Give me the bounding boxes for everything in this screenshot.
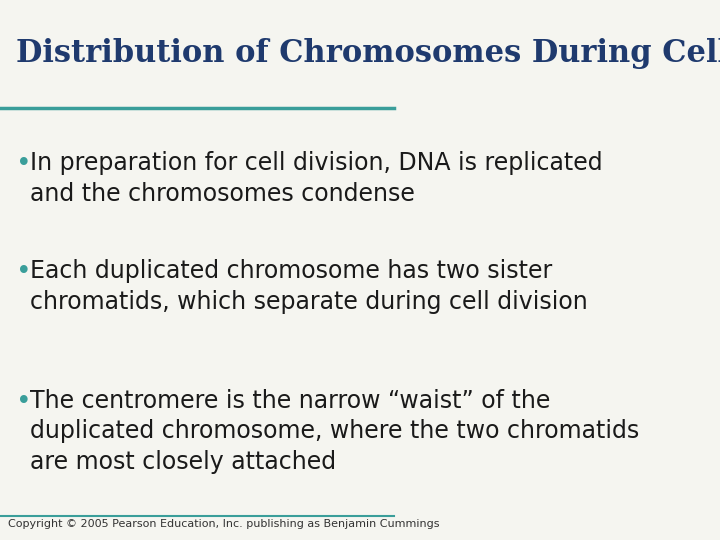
Text: •: • bbox=[16, 151, 32, 177]
Text: The centromere is the narrow “waist” of the
duplicated chromosome, where the two: The centromere is the narrow “waist” of … bbox=[30, 389, 639, 474]
Text: •: • bbox=[16, 389, 32, 415]
Text: Copyright © 2005 Pearson Education, Inc. publishing as Benjamin Cummings: Copyright © 2005 Pearson Education, Inc.… bbox=[8, 519, 439, 530]
Text: Each duplicated chromosome has two sister
chromatids, which separate during cell: Each duplicated chromosome has two siste… bbox=[30, 259, 588, 314]
Text: Distribution of Chromosomes During Cell Division: Distribution of Chromosomes During Cell … bbox=[16, 38, 720, 69]
Text: In preparation for cell division, DNA is replicated
and the chromosomes condense: In preparation for cell division, DNA is… bbox=[30, 151, 602, 206]
Text: •: • bbox=[16, 259, 32, 285]
